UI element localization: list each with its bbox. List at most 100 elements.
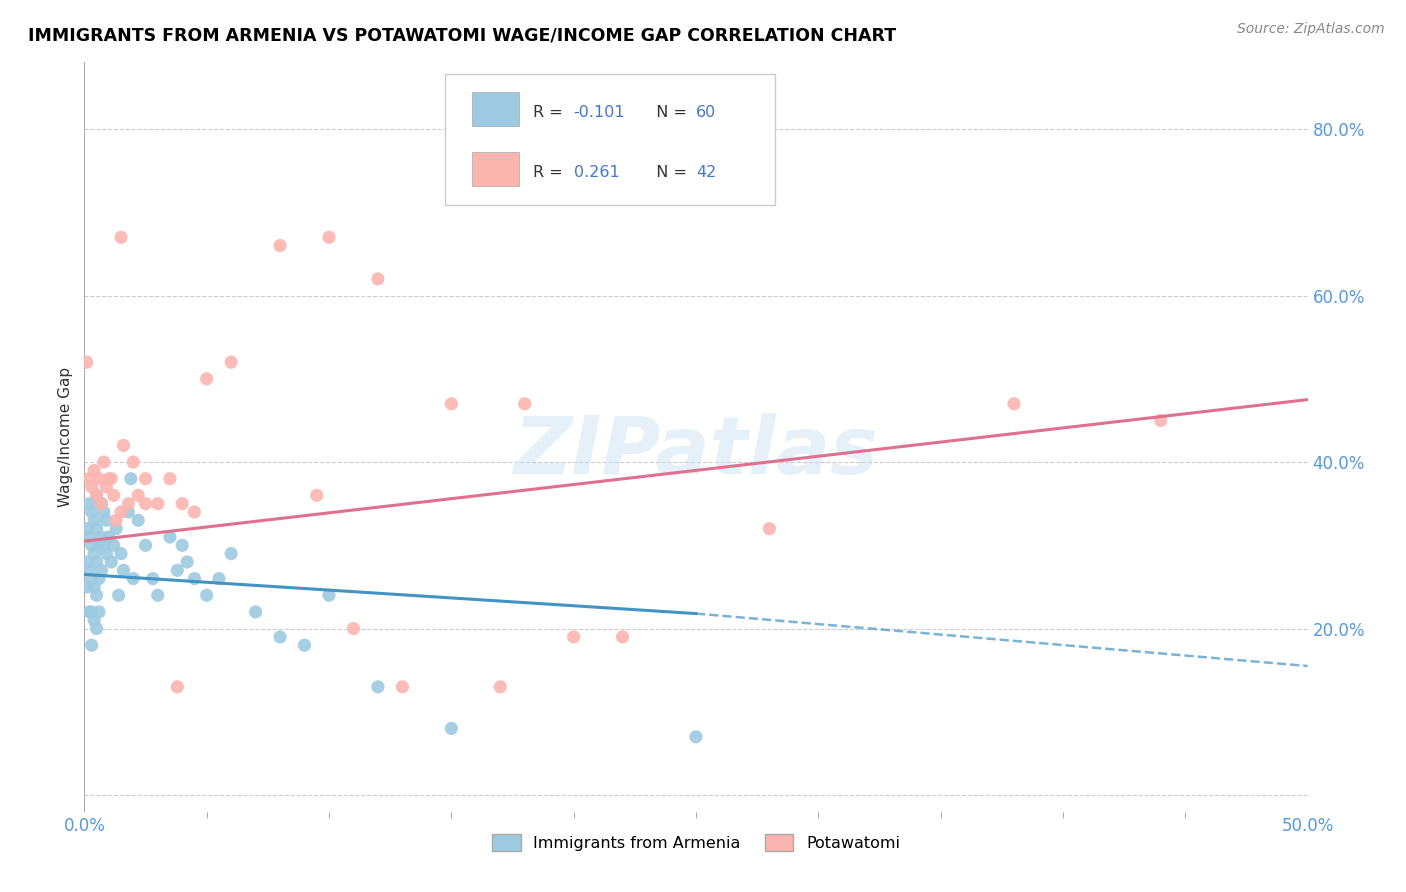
- Point: [83, 547, 105, 561]
- Point: [105, 522, 128, 536]
- FancyBboxPatch shape: [446, 74, 776, 205]
- Point: [120, 472, 142, 486]
- Point: [142, 572, 165, 586]
- Point: [77, 530, 100, 544]
- Point: [76, 355, 98, 369]
- Point: [103, 538, 125, 552]
- Point: [146, 588, 169, 602]
- Point: [159, 472, 181, 486]
- Point: [318, 588, 340, 602]
- Text: Source: ZipAtlas.com: Source: ZipAtlas.com: [1237, 22, 1385, 37]
- Point: [219, 547, 242, 561]
- Point: [127, 488, 149, 502]
- Point: [77, 563, 100, 577]
- Point: [117, 497, 139, 511]
- Point: [93, 538, 115, 552]
- Point: [1150, 413, 1173, 427]
- Point: [86, 522, 108, 536]
- Point: [90, 563, 112, 577]
- Point: [80, 538, 103, 552]
- Point: [107, 588, 129, 602]
- Point: [83, 513, 105, 527]
- Point: [97, 472, 120, 486]
- Point: [176, 555, 198, 569]
- Point: [110, 505, 132, 519]
- Point: [166, 563, 188, 577]
- Point: [77, 605, 100, 619]
- Point: [87, 472, 110, 486]
- Point: [127, 513, 149, 527]
- Text: N =: N =: [645, 105, 692, 120]
- Point: [294, 638, 316, 652]
- Point: [112, 563, 135, 577]
- Point: [96, 547, 118, 561]
- Legend: Immigrants from Armenia, Potawatomi: Immigrants from Armenia, Potawatomi: [485, 828, 907, 858]
- Point: [391, 680, 413, 694]
- Text: R =: R =: [533, 105, 568, 120]
- Point: [87, 572, 110, 586]
- Point: [146, 497, 169, 511]
- Point: [100, 472, 122, 486]
- Point: [195, 588, 218, 602]
- Point: [159, 530, 181, 544]
- Point: [80, 480, 103, 494]
- Point: [135, 538, 157, 552]
- Point: [80, 572, 103, 586]
- Point: [208, 572, 231, 586]
- Point: [489, 680, 512, 694]
- Text: ZIPatlas: ZIPatlas: [513, 413, 879, 491]
- Point: [685, 730, 707, 744]
- Text: -0.101: -0.101: [574, 105, 626, 120]
- Point: [87, 605, 110, 619]
- Point: [105, 513, 128, 527]
- Point: [110, 547, 132, 561]
- Point: [183, 572, 205, 586]
- FancyBboxPatch shape: [472, 93, 519, 126]
- Point: [135, 472, 157, 486]
- Point: [80, 605, 103, 619]
- Point: [318, 230, 340, 244]
- Point: [100, 555, 122, 569]
- Point: [122, 455, 145, 469]
- Point: [76, 580, 98, 594]
- Text: 42: 42: [696, 165, 716, 180]
- Point: [103, 488, 125, 502]
- Point: [77, 472, 100, 486]
- Text: R =: R =: [533, 165, 574, 180]
- Point: [77, 497, 100, 511]
- Point: [83, 580, 105, 594]
- Point: [93, 505, 115, 519]
- Point: [97, 530, 120, 544]
- Point: [183, 505, 205, 519]
- Point: [110, 230, 132, 244]
- Point: [135, 497, 157, 511]
- Text: IMMIGRANTS FROM ARMENIA VS POTAWATOMI WAGE/INCOME GAP CORRELATION CHART: IMMIGRANTS FROM ARMENIA VS POTAWATOMI WA…: [28, 27, 896, 45]
- Point: [80, 638, 103, 652]
- Point: [172, 538, 194, 552]
- Point: [87, 538, 110, 552]
- Point: [440, 722, 463, 736]
- Text: N =: N =: [645, 165, 692, 180]
- FancyBboxPatch shape: [472, 153, 519, 186]
- Point: [1002, 397, 1025, 411]
- Point: [513, 397, 536, 411]
- Point: [172, 497, 194, 511]
- Point: [96, 480, 118, 494]
- Point: [166, 680, 188, 694]
- Point: [440, 397, 463, 411]
- Point: [80, 505, 103, 519]
- Point: [90, 497, 112, 511]
- Point: [305, 488, 328, 502]
- Point: [90, 497, 112, 511]
- Point: [758, 522, 780, 536]
- Y-axis label: Wage/Income Gap: Wage/Income Gap: [58, 367, 73, 508]
- Point: [86, 488, 108, 502]
- Point: [83, 463, 105, 477]
- Point: [562, 630, 585, 644]
- Text: 60: 60: [696, 105, 716, 120]
- Point: [245, 605, 267, 619]
- Point: [195, 372, 218, 386]
- Point: [612, 630, 634, 644]
- Point: [342, 622, 364, 636]
- Point: [93, 455, 115, 469]
